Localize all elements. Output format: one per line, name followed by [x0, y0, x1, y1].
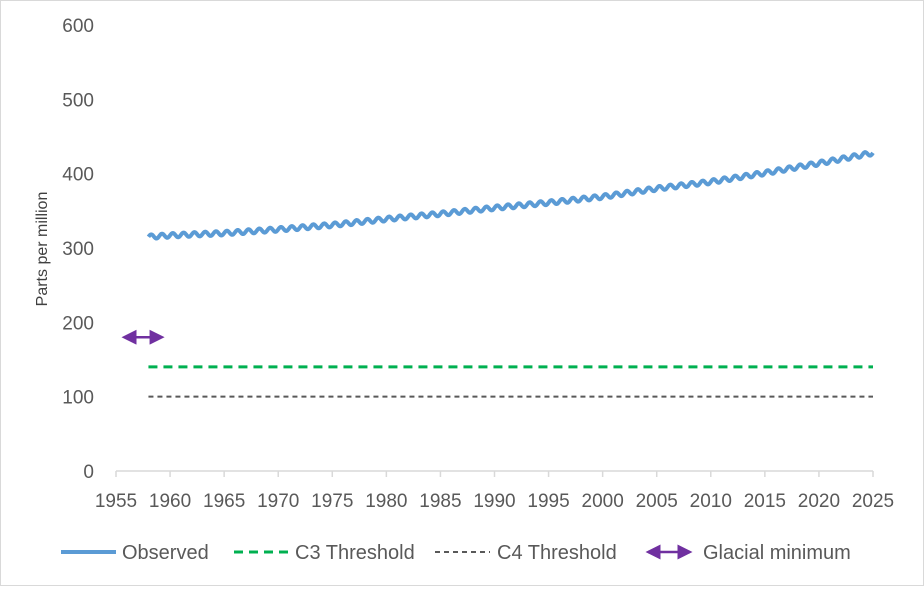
x-tick-label: 1970 [257, 491, 299, 512]
y-tick-label: 100 [62, 388, 94, 409]
x-tick-label: 1985 [419, 491, 461, 512]
x-tick-label: 1960 [149, 491, 191, 512]
x-tick-label: 1990 [473, 491, 515, 512]
y-tick-label: 600 [62, 16, 94, 37]
x-tick-label: 1980 [365, 491, 407, 512]
series-layer [121, 150, 875, 398]
y-tick-label: 0 [83, 462, 94, 483]
x-tick-label: 2000 [582, 491, 624, 512]
legend-label-c4-threshold: C4 Threshold [497, 542, 617, 564]
y-tick-label: 400 [62, 165, 94, 186]
x-tick-label: 1965 [203, 491, 245, 512]
x-tick-label: 2010 [690, 491, 732, 512]
y-tick-label: 300 [62, 239, 94, 260]
x-tick-label: 2020 [798, 491, 840, 512]
series-line-observed [146, 150, 875, 241]
y-tick-label: 200 [62, 313, 94, 334]
x-tick-label: 1955 [95, 491, 137, 512]
y-tick-label: 500 [62, 90, 94, 111]
x-tick-label: 1995 [527, 491, 569, 512]
legend-label-glacial-minimum: Glacial minimum [703, 542, 851, 564]
y-axis-label: Parts per million [34, 192, 51, 307]
legend-label-c3-threshold: C3 Threshold [295, 542, 415, 564]
axes: 1955 1960 1965 1970 1975 1980 1985 1990 1995 2000… [62, 16, 894, 512]
x-tick-label: 2025 [852, 491, 894, 512]
x-tick-label: 1975 [311, 491, 353, 512]
legend-label-observed: Observed [122, 542, 209, 564]
legend: Observed C3 Threshold C4 Threshold Glacial … [61, 542, 851, 564]
x-tick-label: 2015 [744, 491, 786, 512]
x-tick-label: 2005 [636, 491, 678, 512]
